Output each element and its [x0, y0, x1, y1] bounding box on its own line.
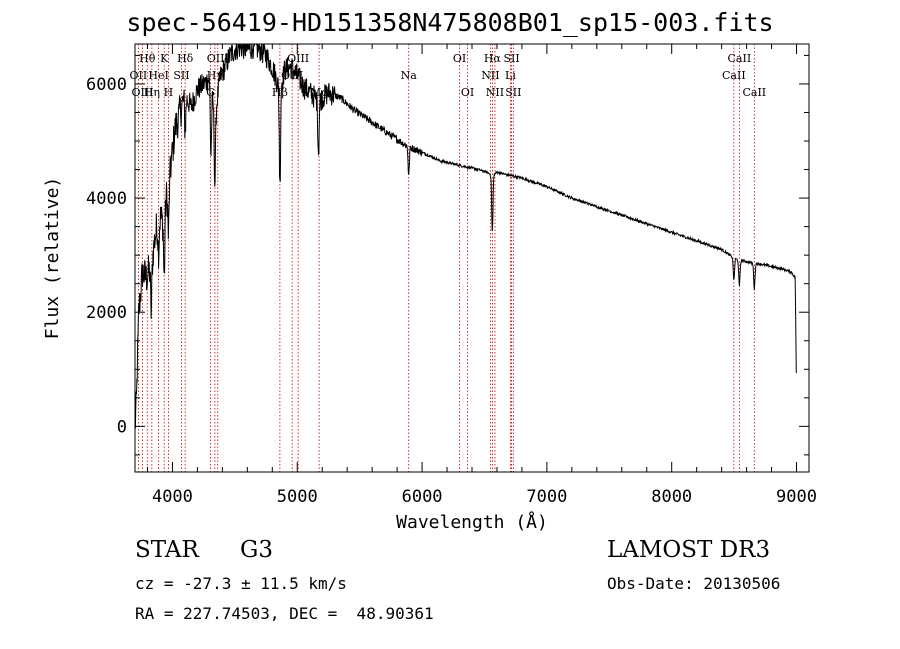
line-marker-label: G [206, 86, 215, 99]
x-tick-label: 8000 [651, 487, 692, 507]
redshift-velocity: cz = -27.3 ± 11.5 km/s [135, 574, 347, 593]
line-marker-label: Hγ [207, 69, 224, 82]
line-marker-label: OIII [287, 52, 309, 65]
y-axis-label: Flux (relative) [42, 177, 63, 340]
object-class: STAR [135, 537, 199, 563]
x-axis: 4000 5000 6000 7000 8000 9000 [146, 44, 817, 507]
line-marker-label: HeI [148, 69, 168, 82]
spectrum-line [134, 43, 797, 429]
x-tick-label: 6000 [402, 487, 443, 507]
line-marker-label: SII [503, 52, 519, 65]
line-marker-label: CaII [728, 52, 752, 65]
line-marker-label: SII [505, 86, 521, 99]
line-marker-label: H [164, 86, 174, 99]
x-tick-label: 4000 [152, 487, 193, 507]
line-marker-label: OIII [281, 69, 303, 82]
coordinates: RA = 227.74503, DEC = 48.90361 [135, 604, 434, 623]
line-marker-label: CaII [722, 69, 746, 82]
line-marker-label: Hδ [177, 52, 194, 65]
y-tick-label: 6000 [86, 75, 127, 95]
x-tick-label: 5000 [277, 487, 318, 507]
object-subclass: G3 [240, 537, 274, 563]
survey-name: LAMOST DR3 [607, 537, 771, 563]
line-marker-label: OIII [131, 86, 153, 99]
chart-title: spec-56419-HD151358N475808B01_sp15-003.f… [126, 8, 774, 37]
line-marker-label: Hα [484, 52, 502, 65]
line-marker-label: Hθ [139, 52, 156, 65]
line-marker-label: NII [481, 69, 499, 82]
line-marker-label: Mg [310, 86, 328, 99]
line-marker-label: OIII [207, 52, 229, 65]
line-marker-label: Na [401, 69, 418, 82]
plot-frame [134, 43, 810, 473]
y-tick-label: 2000 [86, 303, 127, 323]
line-marker-label: Hβ [272, 86, 288, 99]
y-tick-label: 4000 [86, 189, 127, 209]
line-marker-labels: Hθ OII OIII K HeI Hη Hδ SII H OIII Hγ G OIII OIII Hβ Mg… [130, 52, 767, 99]
line-marker-label: OI [453, 52, 466, 65]
line-markers [137, 44, 755, 472]
line-marker-label: CaII [742, 86, 766, 99]
y-axis: 0 2000 4000 6000 [86, 54, 809, 456]
line-marker-label: SII [173, 69, 189, 82]
line-marker-label: K [160, 52, 169, 65]
x-tick-label: 7000 [526, 487, 567, 507]
observation-date: Obs-Date: 20130506 [607, 574, 781, 593]
x-tick-label: 9000 [776, 487, 817, 507]
line-marker-label: NII [486, 86, 504, 99]
y-tick-label: 0 [117, 417, 127, 437]
x-axis-label: Wavelength (Å) [396, 511, 548, 533]
line-marker-label: Li [505, 69, 516, 82]
line-marker-label: Hη [144, 86, 160, 99]
line-marker-label: OI [461, 86, 474, 99]
line-marker-label: OII [130, 69, 148, 82]
